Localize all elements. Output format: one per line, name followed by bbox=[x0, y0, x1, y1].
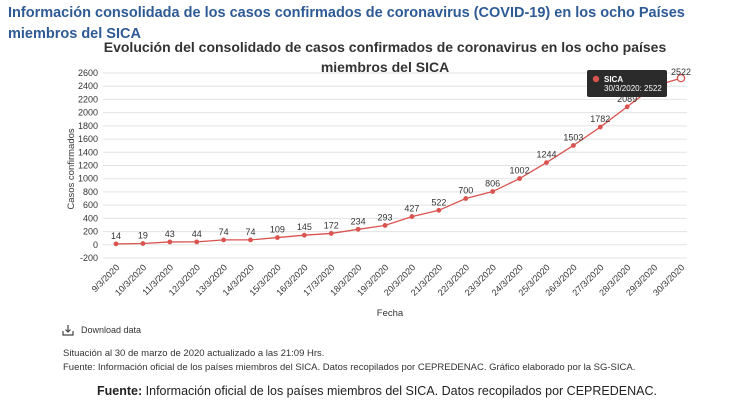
tooltip-series-name: SICA bbox=[604, 75, 623, 84]
data-label: 806 bbox=[485, 179, 500, 189]
data-label: 74 bbox=[246, 227, 256, 237]
data-point[interactable] bbox=[275, 235, 280, 240]
y-tick-label: 0 bbox=[93, 240, 98, 250]
page-heading: Información consolidada de los casos con… bbox=[8, 5, 685, 42]
y-tick-label: 2200 bbox=[78, 94, 98, 104]
data-label: 2522 bbox=[671, 67, 691, 77]
data-point[interactable] bbox=[490, 189, 496, 194]
y-tick-label: 1200 bbox=[78, 161, 98, 171]
data-point[interactable] bbox=[382, 223, 388, 228]
y-tick-label: 1600 bbox=[78, 134, 98, 144]
data-point[interactable] bbox=[517, 176, 522, 181]
data-point[interactable] bbox=[597, 124, 603, 130]
data-point[interactable] bbox=[194, 239, 200, 245]
data-point[interactable] bbox=[301, 232, 307, 238]
tooltip-background bbox=[587, 70, 667, 97]
data-point[interactable] bbox=[570, 143, 576, 148]
data-label: 172 bbox=[324, 220, 339, 230]
chart-source-text: Fuente: Información oficial de los paíse… bbox=[63, 362, 636, 373]
data-point[interactable] bbox=[463, 196, 469, 201]
data-label: 1244 bbox=[536, 150, 556, 160]
data-label: 700 bbox=[458, 186, 473, 196]
y-tick-label: 400 bbox=[83, 213, 98, 223]
y-tick-label: 600 bbox=[83, 200, 98, 210]
data-point[interactable] bbox=[676, 73, 686, 83]
y-axis-title: Casos confirmados bbox=[66, 128, 77, 210]
data-point[interactable] bbox=[167, 239, 173, 245]
line-chart: -200 0 200 400 600 800 1000 1200 1400 1600 1800 200… bbox=[66, 67, 691, 319]
data-point[interactable] bbox=[624, 104, 630, 110]
data-label: 14 bbox=[111, 231, 121, 241]
data-label: 1002 bbox=[510, 166, 530, 176]
data-label: 43 bbox=[165, 229, 175, 239]
y-tick-label: 2000 bbox=[78, 108, 98, 118]
data-label: 293 bbox=[378, 212, 393, 222]
x-axis-title: Fecha bbox=[377, 308, 404, 319]
y-tick-label: 1400 bbox=[78, 147, 98, 157]
footer-label: Fuente: bbox=[97, 384, 143, 398]
data-label: 427 bbox=[404, 204, 419, 214]
data-label: 109 bbox=[270, 225, 285, 235]
data-label: 522 bbox=[431, 197, 446, 207]
download-data-label: Download data bbox=[81, 325, 142, 335]
download-data-button[interactable]: Download data bbox=[62, 324, 141, 336]
footer-source: Fuente: Información oficial de los paíse… bbox=[0, 383, 754, 399]
chart-title: Evolución del consolidado de casos confi… bbox=[103, 39, 667, 75]
chart-tooltip: SICA 30/3/2020: 2522 bbox=[587, 70, 667, 97]
status-text: Situación al 30 de marzo de 2020 actuali… bbox=[63, 348, 325, 359]
y-tick-label: 200 bbox=[83, 227, 98, 237]
y-tick-label: 800 bbox=[83, 187, 98, 197]
data-point[interactable] bbox=[248, 237, 253, 243]
data-point[interactable] bbox=[355, 226, 361, 232]
y-tick-label: 2400 bbox=[78, 81, 98, 91]
data-label: 234 bbox=[351, 216, 366, 226]
tooltip-series-marker bbox=[592, 75, 600, 83]
y-tick-label: 1000 bbox=[78, 174, 98, 184]
y-tick-label: 2600 bbox=[78, 68, 98, 78]
data-labels: 14 19 43 44 74 74 109 145 172 234 293 427 522 700 806 1… bbox=[111, 67, 691, 241]
download-icon bbox=[62, 325, 74, 336]
data-label: 19 bbox=[138, 231, 148, 241]
footer-text: Información oficial de los países miembr… bbox=[142, 384, 657, 398]
y-axis-ticks: -200 0 200 400 600 800 1000 1200 1400 1600 1800 200… bbox=[78, 68, 98, 263]
data-label: 74 bbox=[219, 227, 229, 237]
data-point[interactable] bbox=[140, 241, 146, 246]
data-point[interactable] bbox=[409, 214, 415, 219]
data-label: 44 bbox=[192, 229, 202, 239]
chart-grid bbox=[103, 72, 687, 259]
x-axis-ticks: 9/3/202010/3/202011/3/202012/3/202013/3/… bbox=[90, 262, 687, 297]
tooltip-value: 30/3/2020: 2522 bbox=[604, 84, 662, 93]
data-label: 145 bbox=[297, 222, 312, 232]
data-point[interactable] bbox=[113, 241, 119, 247]
data-label: 1503 bbox=[563, 132, 583, 142]
y-tick-label: 1800 bbox=[78, 121, 98, 131]
data-point[interactable] bbox=[436, 207, 442, 213]
data-label: 1782 bbox=[590, 114, 610, 124]
data-point[interactable] bbox=[544, 160, 549, 165]
series-line-sica bbox=[115, 77, 682, 245]
y-tick-label: -200 bbox=[80, 253, 98, 263]
data-point[interactable] bbox=[221, 237, 227, 243]
data-point[interactable] bbox=[328, 231, 334, 236]
data-label: 2089 bbox=[617, 94, 637, 104]
